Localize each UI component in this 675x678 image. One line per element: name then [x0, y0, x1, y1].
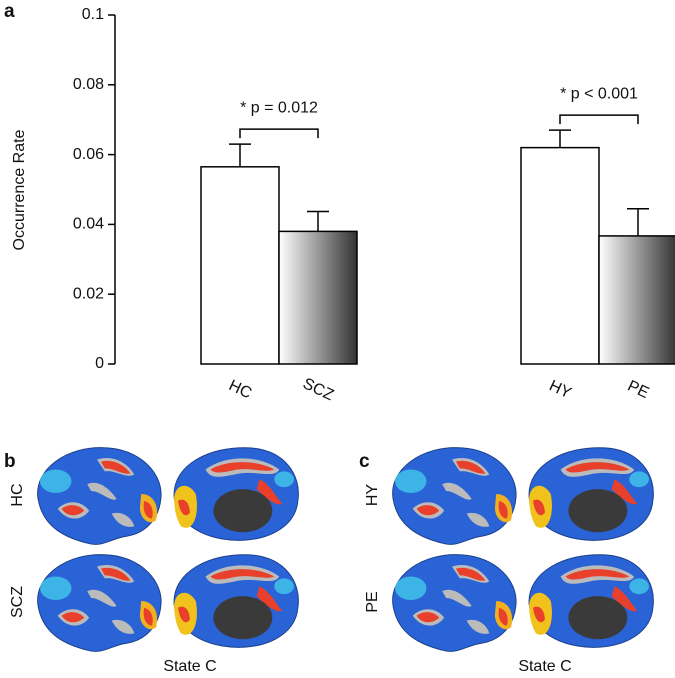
y-tick-label: 0.04 [73, 216, 104, 233]
annotation: * p < 0.001 [560, 85, 638, 102]
x-tick-label: PE [625, 378, 652, 402]
y-tick-label: 0.06 [73, 146, 104, 163]
bar [598, 235, 675, 365]
panel-label: a [4, 1, 15, 22]
y-tick-label: 0.08 [73, 76, 104, 93]
brain-medial [528, 554, 654, 648]
panel-label: c [359, 451, 370, 472]
brain-lateral [37, 447, 162, 545]
y-tick-label: 0.02 [73, 285, 104, 302]
panel-caption: State C [518, 658, 571, 675]
y-tick-label: 0 [95, 355, 104, 372]
bar [278, 230, 358, 365]
brain-lateral [392, 554, 517, 652]
brain-medial [173, 447, 299, 541]
row-label: HY [364, 484, 381, 507]
significance-bracket [559, 114, 639, 125]
panel-caption: State C [163, 658, 216, 675]
row-label: PE [364, 591, 381, 612]
significance-bracket [239, 128, 319, 139]
brain-lateral [392, 447, 517, 545]
x-tick-label: HC [226, 377, 254, 402]
y-tick-label: 0.1 [82, 6, 104, 23]
row-label: SCZ [9, 586, 26, 618]
annotation: * p = 0.012 [240, 99, 318, 116]
x-tick-label: SCZ [300, 375, 336, 404]
bar [200, 166, 280, 365]
row-label: HC [9, 483, 26, 506]
x-tick-label: HY [546, 377, 574, 402]
panel-label: b [4, 451, 16, 472]
brain-medial [528, 447, 654, 541]
brain-medial [173, 554, 299, 648]
bar [520, 146, 600, 365]
brain-lateral [37, 554, 162, 652]
y-axis-label: Occurrence Rate [11, 129, 28, 250]
